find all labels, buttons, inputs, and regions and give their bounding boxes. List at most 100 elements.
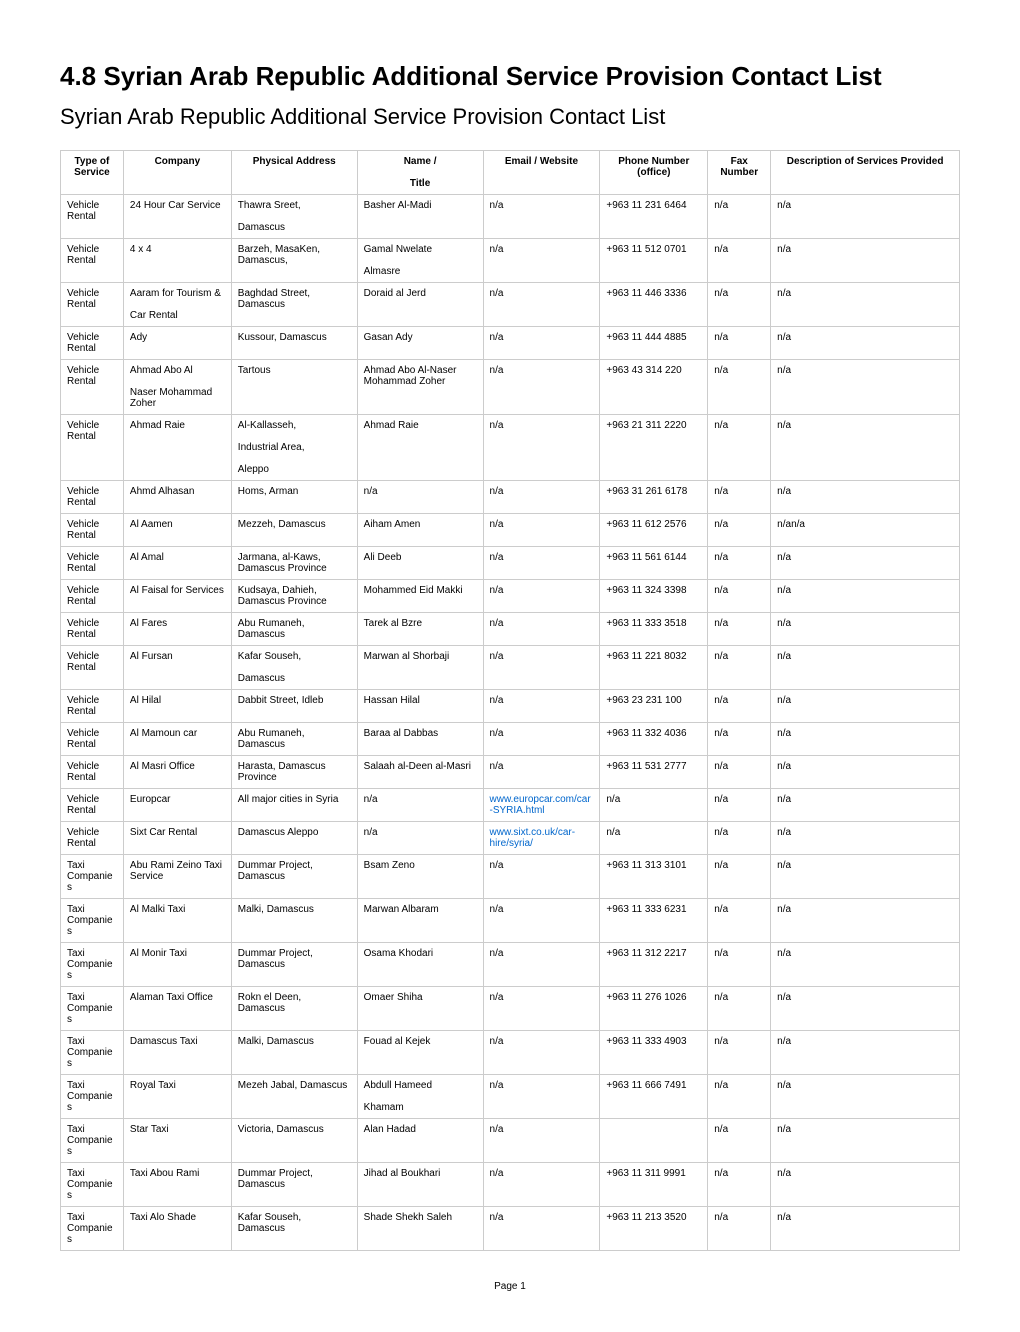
table-cell: n/a — [483, 755, 600, 788]
table-cell: n/a — [483, 1074, 600, 1118]
table-cell: n/a — [771, 942, 960, 986]
table-cell: Alaman Taxi Office — [123, 986, 231, 1030]
table-cell: n/a — [708, 546, 771, 579]
table-row: Taxi CompaniesTaxi Alo Shade Kafar Souse… — [61, 1206, 960, 1250]
table-cell: n/a — [708, 359, 771, 414]
table-cell: n/a — [771, 1162, 960, 1206]
table-cell: n/a — [483, 546, 600, 579]
table-cell: n/a — [708, 1118, 771, 1162]
table-cell: Omaer Shiha — [357, 986, 483, 1030]
table-cell: n/a — [708, 722, 771, 755]
table-cell: Damascus Taxi — [123, 1030, 231, 1074]
table-cell: n/a — [483, 1162, 600, 1206]
table-cell: +963 31 261 6178 — [600, 480, 708, 513]
table-cell: Marwan Albaram — [357, 898, 483, 942]
table-cell: Al Malki Taxi — [123, 898, 231, 942]
table-cell: n/a — [708, 238, 771, 282]
table-cell: Ali Deeb — [357, 546, 483, 579]
table-cell: Taxi Companies — [61, 1074, 124, 1118]
table-cell: Taxi Companies — [61, 1206, 124, 1250]
table-row: Vehicle RentalSixt Car RentalDamascus Al… — [61, 821, 960, 854]
table-cell: n/a — [708, 689, 771, 722]
table-cell: n/a — [708, 898, 771, 942]
table-row: Taxi CompaniesAl Monir TaxiDummar Projec… — [61, 942, 960, 986]
table-cell: Vehicle Rental — [61, 755, 124, 788]
table-cell: Kudsaya, Dahieh, Damascus Province — [231, 579, 357, 612]
table-cell: +963 11 333 3518 — [600, 612, 708, 645]
table-cell: Taxi Abou Rami — [123, 1162, 231, 1206]
table-cell: Abu Rami Zeino Taxi Service — [123, 854, 231, 898]
table-cell: +963 11 531 2777 — [600, 755, 708, 788]
table-row: Vehicle RentalEuropcarAll major cities i… — [61, 788, 960, 821]
table-cell: Royal Taxi — [123, 1074, 231, 1118]
table-cell: Barzeh, MasaKen, Damascus, — [231, 238, 357, 282]
table-cell: n/a — [483, 645, 600, 689]
table-cell: +963 11 231 6464 — [600, 194, 708, 238]
table-cell: n/a — [483, 1030, 600, 1074]
table-row: Taxi CompaniesAl Malki TaxiMalki, Damasc… — [61, 898, 960, 942]
col-header-company: Company — [123, 150, 231, 194]
table-cell: +963 11 612 2576 — [600, 513, 708, 546]
table-row: Taxi CompaniesAlaman Taxi OfficeRokn el … — [61, 986, 960, 1030]
table-cell: n/a — [771, 1030, 960, 1074]
table-cell: Vehicle Rental — [61, 326, 124, 359]
table-cell: Bsam Zeno — [357, 854, 483, 898]
table-cell: n/a — [708, 326, 771, 359]
table-cell: n/a — [483, 689, 600, 722]
table-row: Vehicle RentalAhmad RaieAl-Kallasseh, In… — [61, 414, 960, 480]
col-header-fax: Fax Number — [708, 150, 771, 194]
table-cell: Dummar Project, Damascus — [231, 854, 357, 898]
table-cell: n/a — [771, 645, 960, 689]
table-cell: n/a — [483, 238, 600, 282]
table-cell: Damascus Aleppo — [231, 821, 357, 854]
table-cell: n/a — [483, 359, 600, 414]
table-cell: Al Masri Office — [123, 755, 231, 788]
table-cell: n/a — [771, 194, 960, 238]
table-cell: Basher Al-Madi — [357, 194, 483, 238]
table-cell: n/a — [771, 821, 960, 854]
table-cell: Mohammed Eid Makki — [357, 579, 483, 612]
table-cell: Taxi Alo Shade — [123, 1206, 231, 1250]
table-row: Vehicle RentalAaram for Tourism & Car Re… — [61, 282, 960, 326]
table-cell: Taxi Companies — [61, 986, 124, 1030]
table-cell: Aaram for Tourism & Car Rental — [123, 282, 231, 326]
table-cell: Al Fursan — [123, 645, 231, 689]
table-row: Taxi CompaniesRoyal TaxiMezeh Jabal, Dam… — [61, 1074, 960, 1118]
table-cell: +963 43 314 220 — [600, 359, 708, 414]
table-cell: Vehicle Rental — [61, 546, 124, 579]
table-cell: n/a — [483, 513, 600, 546]
table-cell: n/a — [483, 722, 600, 755]
table-cell: Alan Hadad — [357, 1118, 483, 1162]
table-cell: n/a — [708, 1074, 771, 1118]
table-cell: n/a — [708, 480, 771, 513]
table-cell: n/a — [483, 612, 600, 645]
table-cell-link[interactable]: www.europcar.com/car-SYRIA.html — [483, 788, 600, 821]
table-cell: n/a — [708, 942, 771, 986]
table-cell: n/a — [771, 722, 960, 755]
table-cell: Star Taxi — [123, 1118, 231, 1162]
table-cell: Al Fares — [123, 612, 231, 645]
table-cell: Vehicle Rental — [61, 689, 124, 722]
table-cell: Ahmad Raie — [123, 414, 231, 480]
table-cell: Vehicle Rental — [61, 238, 124, 282]
table-cell: n/a — [483, 854, 600, 898]
table-cell: Vehicle Rental — [61, 645, 124, 689]
table-cell: Ahmd Alhasan — [123, 480, 231, 513]
table-cell: Tartous — [231, 359, 357, 414]
table-cell: Europcar — [123, 788, 231, 821]
table-cell: Salaah al-Deen al-Masri — [357, 755, 483, 788]
table-cell: Kafar Souseh, Damascus — [231, 1206, 357, 1250]
col-header-desc: Description of Services Provided — [771, 150, 960, 194]
table-cell: +963 11 666 7491 — [600, 1074, 708, 1118]
table-cell: +963 11 333 6231 — [600, 898, 708, 942]
table-cell: Malki, Damascus — [231, 898, 357, 942]
table-cell: +963 23 231 100 — [600, 689, 708, 722]
table-cell: Vehicle Rental — [61, 513, 124, 546]
table-cell: n/a — [708, 1030, 771, 1074]
table-cell: +963 11 313 3101 — [600, 854, 708, 898]
table-cell: n/a — [483, 1118, 600, 1162]
table-cell-link[interactable]: www.sixt.co.uk/car-hire/syria/ — [483, 821, 600, 854]
table-cell: n/a — [708, 645, 771, 689]
table-cell: Rokn el Deen, Damascus — [231, 986, 357, 1030]
table-cell: Kussour, Damascus — [231, 326, 357, 359]
